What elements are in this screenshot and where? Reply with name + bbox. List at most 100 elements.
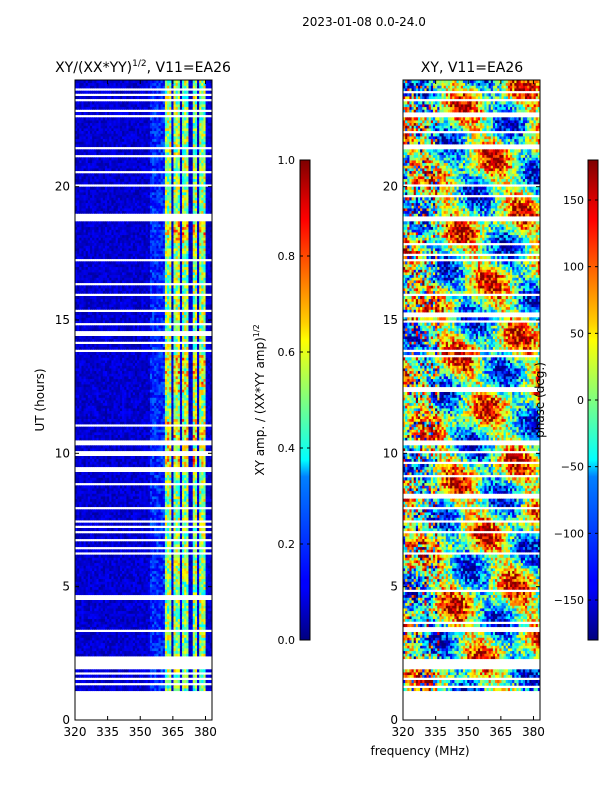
amplitude-cell [207, 688, 211, 692]
amplitude-cell [173, 645, 177, 649]
amplitude-cell [184, 624, 187, 628]
amplitude-cell [207, 610, 211, 614]
amplitude-cell [143, 685, 147, 689]
amplitude-cell [111, 560, 115, 564]
amplitude-cell [171, 634, 175, 638]
amplitude-cell [152, 642, 155, 646]
amplitude-cell [141, 605, 145, 609]
amplitude-cell [75, 669, 78, 673]
amplitude-cell [132, 600, 136, 604]
amplitude-cell [184, 637, 187, 641]
amplitude-cell [203, 610, 207, 614]
amplitude-cell [209, 642, 212, 646]
amplitude-cell [113, 570, 117, 574]
amplitude-cell [139, 640, 142, 644]
amplitude-cell [201, 586, 205, 590]
amplitude-cell [145, 565, 149, 569]
amplitude-cell [134, 562, 138, 566]
amplitude-cell [190, 642, 194, 646]
amplitude-cell [143, 576, 147, 580]
amplitude-cell [179, 584, 183, 588]
amplitude-cell [83, 573, 87, 577]
amplitude-cell [149, 624, 153, 628]
amplitude-cell [203, 669, 207, 673]
amplitude-cell [186, 637, 190, 641]
amplitude-cell [201, 610, 205, 614]
amplitude-cell [156, 634, 160, 638]
amplitude-cell [126, 570, 130, 574]
amplitude-cell [139, 616, 142, 620]
amplitude-cell [179, 640, 183, 644]
amplitude-cell [143, 565, 147, 569]
amplitude-cell [162, 610, 166, 614]
amplitude-cell [126, 669, 130, 673]
amplitude-cell [122, 685, 125, 689]
amplitude-cell [201, 632, 205, 636]
amplitude-cell [113, 586, 117, 590]
amplitude-cell [154, 557, 157, 561]
amplitude-cell [177, 592, 181, 596]
amplitude-cell [197, 578, 200, 582]
amplitude-cell [156, 568, 160, 572]
amplitude-cell [92, 565, 95, 569]
amplitude-cell [182, 568, 185, 572]
amplitude-cell [100, 621, 104, 625]
amplitude-cell [126, 632, 130, 636]
amplitude-cell [111, 600, 115, 604]
amplitude-cell [177, 669, 181, 673]
amplitude-cell [154, 570, 157, 574]
amplitude-cell [164, 560, 168, 564]
amplitude-cell [173, 648, 177, 652]
amplitude-cell [197, 621, 200, 625]
amplitude-cell [139, 624, 142, 628]
amplitude-cell [134, 674, 138, 678]
amplitude-cell [81, 562, 85, 566]
amplitude-cell [143, 653, 147, 657]
amplitude-cell [75, 680, 78, 684]
amplitude-cell [98, 565, 102, 569]
amplitude-cell [75, 557, 78, 561]
amplitude-cell [81, 576, 85, 580]
amplitude-cell [96, 586, 100, 590]
amplitude-cell [209, 685, 212, 689]
amplitude-cell [111, 589, 115, 593]
amplitude-cell [192, 608, 196, 612]
amplitude-cell [207, 562, 211, 566]
amplitude-cell [92, 560, 95, 564]
amplitude-cell [184, 557, 187, 561]
amplitude-cell [197, 589, 200, 593]
amplitude-cell [199, 626, 202, 630]
amplitude-cell [132, 624, 136, 628]
amplitude-cell [124, 669, 127, 673]
amplitude-cell [173, 584, 177, 588]
amplitude-cell [171, 626, 175, 630]
amplitude-cell [149, 592, 153, 596]
amplitude-cell [169, 610, 172, 614]
amplitude-cell [167, 592, 170, 596]
amplitude-cell [145, 602, 149, 606]
amplitude-cell [188, 618, 192, 622]
amplitude-cell [207, 618, 211, 622]
amplitude-cell [132, 573, 136, 577]
amplitude-cell [98, 685, 102, 689]
amplitude-cell [98, 634, 102, 638]
amplitude-cell [139, 608, 142, 612]
amplitude-cell [173, 680, 177, 684]
amplitude-cell [102, 669, 106, 673]
amplitude-cell [119, 568, 123, 572]
amplitude-cell [173, 632, 177, 636]
amplitude-cell [149, 610, 153, 614]
amplitude-cell [188, 573, 192, 577]
amplitude-cell [87, 624, 91, 628]
amplitude-cell [201, 640, 205, 644]
amplitude-cell [96, 602, 100, 606]
amplitude-cell [173, 624, 177, 628]
amplitude-cell [173, 554, 177, 558]
amplitude-cell [132, 680, 136, 684]
amplitude-cell [188, 600, 192, 604]
amplitude-cell [96, 685, 100, 689]
amplitude-cell [194, 581, 198, 585]
amplitude-cell [143, 570, 147, 574]
amplitude-cell [109, 560, 112, 564]
amplitude-cell [75, 578, 78, 582]
